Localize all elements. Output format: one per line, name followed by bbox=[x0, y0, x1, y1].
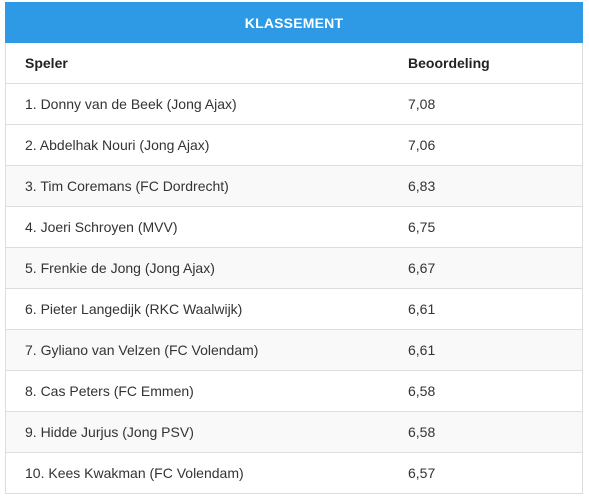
table-row: 1. Donny van de Beek (Jong Ajax) 7,08 bbox=[6, 84, 582, 125]
rating-cell: 7,08 bbox=[408, 96, 436, 112]
table-row: 5. Frenkie de Jong (Jong Ajax) 6,67 bbox=[6, 248, 582, 289]
rating-cell: 6,61 bbox=[408, 342, 436, 358]
player-cell: 7. Gyliano van Velzen (FC Volendam) bbox=[25, 342, 259, 358]
rating-cell: 6,83 bbox=[408, 178, 436, 194]
table-row: 7. Gyliano van Velzen (FC Volendam) 6,61 bbox=[6, 330, 582, 371]
player-cell: 1. Donny van de Beek (Jong Ajax) bbox=[25, 96, 237, 112]
player-cell: 2. Abdelhak Nouri (Jong Ajax) bbox=[25, 137, 210, 153]
player-cell: 3. Tim Coremans (FC Dordrecht) bbox=[25, 178, 229, 194]
table-row: 9. Hidde Jurjus (Jong PSV) 6,58 bbox=[6, 412, 582, 453]
rating-cell: 6,57 bbox=[408, 465, 436, 481]
table-row: 2. Abdelhak Nouri (Jong Ajax) 7,06 bbox=[6, 125, 582, 166]
table-row: 3. Tim Coremans (FC Dordrecht) 6,83 bbox=[6, 166, 582, 207]
ranking-table: KLASSEMENT Speler Beoordeling 1. Donny v… bbox=[5, 2, 583, 494]
table-header-row: Speler Beoordeling bbox=[6, 43, 582, 84]
player-cell: 4. Joeri Schroyen (MVV) bbox=[25, 219, 178, 235]
player-cell: 5. Frenkie de Jong (Jong Ajax) bbox=[25, 260, 215, 276]
player-cell: 8. Cas Peters (FC Emmen) bbox=[25, 383, 194, 399]
table-row: 10. Kees Kwakman (FC Volendam) 6,57 bbox=[6, 453, 582, 494]
rating-cell: 7,06 bbox=[408, 137, 436, 153]
player-cell: 6. Pieter Langedijk (RKC Waalwijk) bbox=[25, 301, 243, 317]
rating-cell: 6,58 bbox=[408, 424, 436, 440]
column-header-rating: Beoordeling bbox=[408, 55, 490, 71]
rating-cell: 6,75 bbox=[408, 219, 436, 235]
player-cell: 10. Kees Kwakman (FC Volendam) bbox=[25, 465, 244, 481]
table-row: 8. Cas Peters (FC Emmen) 6,58 bbox=[6, 371, 582, 412]
column-header-player: Speler bbox=[25, 55, 68, 71]
rating-cell: 6,58 bbox=[408, 383, 436, 399]
table-row: 4. Joeri Schroyen (MVV) 6,75 bbox=[6, 207, 582, 248]
table-title: KLASSEMENT bbox=[5, 2, 583, 43]
table-row: 6. Pieter Langedijk (RKC Waalwijk) 6,61 bbox=[6, 289, 582, 330]
rating-cell: 6,61 bbox=[408, 301, 436, 317]
rating-cell: 6,67 bbox=[408, 260, 436, 276]
player-cell: 9. Hidde Jurjus (Jong PSV) bbox=[25, 424, 194, 440]
